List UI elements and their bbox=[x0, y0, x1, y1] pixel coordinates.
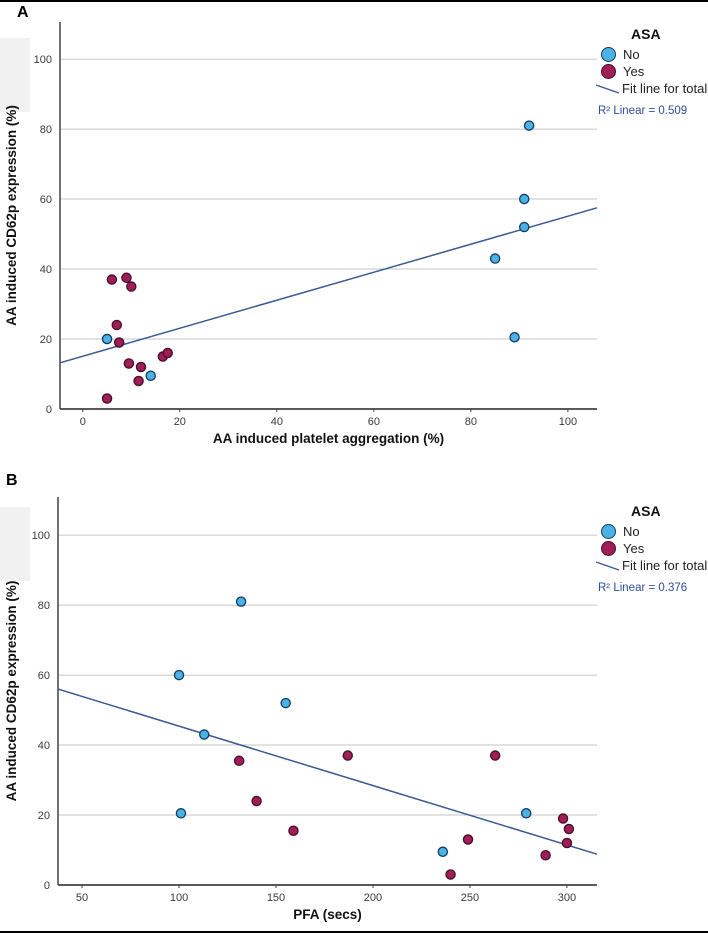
legend-item-no: No bbox=[595, 46, 708, 63]
legend-title: ASA bbox=[631, 26, 661, 42]
data-point-yes bbox=[251, 795, 262, 807]
data-point-yes bbox=[133, 375, 144, 387]
data-point-yes bbox=[101, 393, 113, 404]
data-point-no bbox=[280, 697, 291, 709]
legend-item-yes: Yes bbox=[595, 63, 708, 80]
x-tick-label: 150 bbox=[267, 892, 285, 904]
data-point-no bbox=[145, 370, 156, 382]
legend-item-fit-label: Fit line for total bbox=[622, 558, 708, 573]
data-point-yes bbox=[106, 274, 118, 285]
data-point-yes bbox=[288, 825, 299, 837]
data-point-no bbox=[198, 729, 210, 740]
data-point-no bbox=[235, 596, 247, 607]
legend-item-no-label: No bbox=[623, 524, 640, 539]
legend-item-yes: Yes bbox=[595, 540, 708, 557]
x-tick-label: 0 bbox=[80, 416, 86, 428]
data-point-no bbox=[523, 120, 535, 131]
r2-annotation: R² Linear = 0.376 bbox=[598, 582, 688, 594]
data-point-yes bbox=[233, 755, 245, 767]
panel-b: B 0 20 40 60 80 100 50 100 150 200 250 300 PFA (secs… bbox=[0, 469, 708, 931]
y-tick-label: 40 bbox=[40, 264, 52, 276]
legend-item-no: No bbox=[595, 523, 708, 540]
y-tick-label: 100 bbox=[32, 530, 50, 542]
x-axis-title: AA induced platelet aggregation (%) bbox=[213, 431, 444, 446]
x-tick-label: 300 bbox=[558, 892, 576, 904]
data-point-no bbox=[489, 253, 501, 264]
y-tick-label: 0 bbox=[46, 404, 52, 416]
data-point-no bbox=[509, 332, 520, 343]
data-point-yes bbox=[462, 834, 474, 845]
y-tick-label: 100 bbox=[34, 54, 52, 66]
data-point-yes bbox=[540, 850, 551, 861]
scatter-plot-b: 0 20 40 60 80 100 50 100 150 200 250 300 PFA (secs) A… bbox=[4, 497, 598, 922]
data-point-no bbox=[101, 333, 113, 345]
panel-b-label: B bbox=[6, 472, 18, 489]
y-tick-label: 0 bbox=[44, 880, 50, 892]
x-tick-label: 100 bbox=[170, 892, 188, 904]
r2-annotation: R² Linear = 0.509 bbox=[598, 105, 688, 117]
data-point-yes bbox=[123, 358, 135, 369]
y-axis-title: AA induced CD62p expression (%) bbox=[4, 105, 19, 326]
yes-marker-icon bbox=[601, 64, 616, 79]
y-tick-label: 40 bbox=[38, 740, 50, 752]
data-point-yes bbox=[121, 272, 132, 284]
y-tick-label: 20 bbox=[40, 334, 52, 346]
legend-item-no-label: No bbox=[623, 47, 640, 62]
data-point-yes bbox=[135, 361, 147, 373]
y-tick-label: 80 bbox=[40, 124, 52, 136]
data-point-yes bbox=[563, 823, 575, 835]
x-tick-label: 50 bbox=[76, 892, 88, 904]
data-point-no bbox=[518, 221, 530, 233]
y-tick-label: 20 bbox=[38, 810, 50, 822]
data-point-yes bbox=[445, 869, 456, 880]
y-tick-label: 80 bbox=[38, 600, 50, 612]
fit-line bbox=[59, 207, 598, 364]
legend-item-fit-line: Fit line for total bbox=[595, 557, 708, 574]
y-tick-label: 60 bbox=[38, 670, 50, 682]
x-tick-label: 20 bbox=[174, 416, 186, 428]
legend-item-yes-label: Yes bbox=[623, 541, 645, 556]
x-tick-label: 100 bbox=[559, 416, 577, 428]
data-point-yes bbox=[489, 750, 501, 761]
yes-marker-icon bbox=[601, 541, 616, 556]
x-axis-title: PFA (secs) bbox=[293, 907, 362, 922]
x-tick-label: 200 bbox=[364, 892, 382, 904]
panel-a-margin-shade bbox=[0, 38, 30, 112]
x-tick-label: 60 bbox=[368, 416, 380, 428]
data-point-yes bbox=[111, 319, 123, 331]
legend-a: ASA No Yes Fit line for total R² Linear … bbox=[595, 26, 708, 117]
data-point-no bbox=[437, 846, 449, 858]
panel-a-label: A bbox=[17, 4, 29, 21]
x-tick-label: 80 bbox=[465, 416, 477, 428]
panel-a: A 0 20 40 60 80 100 0 20 40 60 80 100 AA induced pla… bbox=[0, 2, 708, 468]
data-point-no bbox=[173, 669, 185, 681]
no-marker-icon bbox=[601, 47, 616, 62]
scatter-plot-a: 0 20 40 60 80 100 0 20 40 60 80 100 AA induced plate… bbox=[4, 22, 598, 446]
data-point-no bbox=[175, 808, 187, 819]
legend-item-fit-label: Fit line for total bbox=[622, 81, 708, 96]
data-point-no bbox=[518, 193, 530, 205]
data-point-yes bbox=[557, 813, 569, 824]
no-marker-icon bbox=[601, 524, 616, 539]
x-tick-label: 250 bbox=[461, 892, 479, 904]
data-point-yes bbox=[113, 337, 125, 348]
fit-line-icon bbox=[595, 83, 620, 94]
y-tick-label: 60 bbox=[40, 194, 52, 206]
data-point-yes bbox=[162, 347, 173, 359]
legend-b: ASA No Yes Fit line for total R² Linear … bbox=[595, 503, 708, 594]
fit-line-icon bbox=[595, 560, 620, 571]
data-point-no bbox=[520, 808, 532, 819]
y-axis-title: AA induced CD62p expression (%) bbox=[4, 581, 19, 802]
panel-b-margin-shade bbox=[0, 507, 30, 581]
x-tick-label: 40 bbox=[271, 416, 283, 428]
data-point-yes bbox=[126, 281, 137, 292]
data-point-yes bbox=[342, 750, 354, 761]
legend-title: ASA bbox=[631, 503, 661, 519]
legend-item-yes-label: Yes bbox=[623, 64, 645, 79]
legend-item-fit-line: Fit line for total bbox=[595, 80, 708, 97]
data-point-yes bbox=[561, 837, 573, 849]
fit-line bbox=[57, 688, 598, 855]
